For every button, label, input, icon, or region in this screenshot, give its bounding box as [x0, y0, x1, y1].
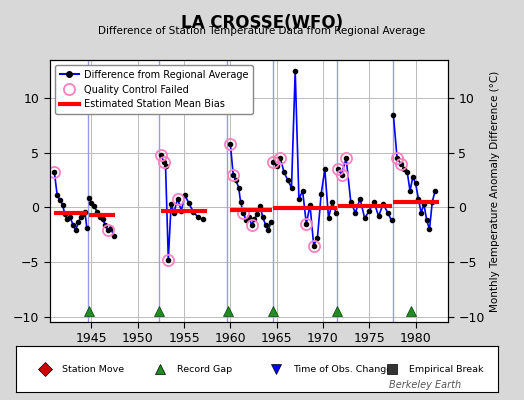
Text: Time of Obs. Change: Time of Obs. Change [293, 364, 392, 374]
Y-axis label: Monthly Temperature Anomaly Difference (°C): Monthly Temperature Anomaly Difference (… [490, 70, 500, 312]
Text: Difference of Station Temperature Data from Regional Average: Difference of Station Temperature Data f… [99, 26, 425, 36]
Text: Station Move: Station Move [61, 364, 124, 374]
Text: Empirical Break: Empirical Break [409, 364, 483, 374]
Text: LA CROSSE(WFO): LA CROSSE(WFO) [181, 14, 343, 32]
Legend: Difference from Regional Average, Quality Control Failed, Estimated Station Mean: Difference from Regional Average, Qualit… [54, 65, 253, 114]
Text: Record Gap: Record Gap [177, 364, 232, 374]
Text: Berkeley Earth: Berkeley Earth [389, 380, 461, 390]
